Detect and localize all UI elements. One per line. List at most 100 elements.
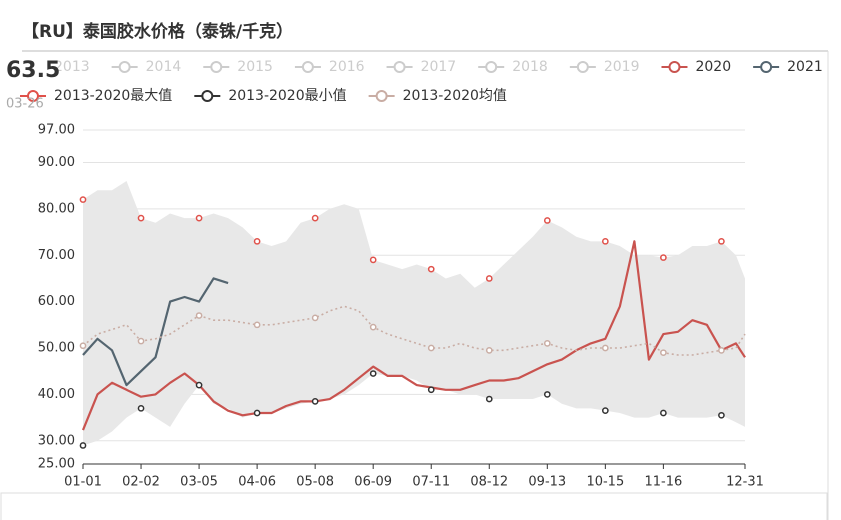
legend-item[interactable]: 2017: [386, 59, 457, 75]
x-tick-label: 12-31: [726, 475, 764, 490]
chart-title: 【RU】泰国胶水价格（泰铢/千克）: [22, 21, 293, 42]
legend-icon-dot: [760, 61, 773, 73]
y-tick-label: 30.00: [38, 433, 75, 448]
series-marker: [427, 344, 435, 352]
legend-item[interactable]: 2015: [203, 59, 273, 75]
series-marker: [543, 391, 551, 398]
legend-label: 2021: [787, 59, 823, 75]
legend-icon-dot: [201, 90, 214, 102]
current-date: 03-26: [6, 97, 44, 112]
series-marker: [79, 196, 87, 203]
series-line: [81, 240, 746, 431]
series-marker: [718, 346, 725, 354]
current-value-bg: [4, 58, 56, 82]
series-marker: [718, 237, 725, 245]
legend-label: 2016: [329, 59, 365, 75]
series-marker: [79, 342, 87, 350]
legend-item[interactable]: 2021: [753, 59, 823, 75]
plot-area: 25.00 30.00 40.00 50.00 60.00 70.00 80.00 90.00…: [38, 123, 764, 490]
legend-icon-dot: [393, 61, 406, 73]
x-tick-label: 04-06: [238, 475, 276, 490]
legend-icon-dot: [375, 90, 388, 102]
series-line: [82, 277, 229, 387]
x-tick-label: 03-05: [180, 475, 218, 490]
legend-icon-dot: [210, 61, 223, 73]
y-tick-label: 80.00: [38, 201, 75, 216]
series-marker: [427, 265, 435, 273]
legend-icon-dot: [485, 61, 498, 73]
x-tick-label: 02-02: [122, 475, 160, 490]
series-marker: [311, 214, 319, 222]
range-band: [83, 181, 745, 446]
series-marker: [718, 411, 725, 419]
series-marker: [485, 395, 493, 403]
series-marker: [601, 237, 609, 245]
legend: 2013 2014 2015 2016 2017 2018 2019 2020 2021 2013…: [20, 59, 823, 104]
y-tick-label: 60.00: [38, 294, 75, 309]
series-marker: [660, 254, 667, 261]
legend-label: 2018: [512, 59, 548, 75]
legend-icon-dot: [576, 61, 589, 73]
series-marker: [137, 214, 145, 222]
x-tick-label: 01-01: [64, 475, 102, 490]
legend-item[interactable]: 2013-2020均值: [368, 88, 507, 104]
y-tick-label: 90.00: [38, 155, 75, 170]
x-tick-label: 07-11: [412, 475, 450, 490]
legend-label: 2013-2020均值: [403, 88, 507, 104]
x-tick-label: 08-12: [470, 475, 508, 490]
current-value: 63.5: [6, 58, 60, 83]
legend-icon-dot: [27, 90, 39, 102]
series-marker: [137, 337, 145, 345]
legend-label: 2020: [695, 59, 731, 75]
legend-label: 2013: [54, 59, 90, 75]
series-marker: [660, 349, 667, 357]
series-marker: [253, 409, 261, 417]
series-marker: [253, 321, 261, 329]
x-tick-label: 10-15: [586, 475, 624, 490]
series-marker: [601, 344, 609, 352]
series-marker: [137, 404, 145, 412]
legend-label: 2013-2020最大值: [54, 88, 172, 104]
series-marker: [601, 407, 609, 415]
legend-item[interactable]: 2016: [294, 59, 365, 75]
y-tick-label: 40.00: [38, 387, 75, 402]
legend-icon-dot: [668, 61, 681, 73]
series-marker: [369, 370, 377, 377]
series-marker: [195, 312, 203, 319]
legend-item[interactable]: 2013-2020最小值: [194, 88, 347, 104]
series-marker: [369, 323, 377, 331]
bottom-panel: [0, 492, 828, 520]
series-marker: [311, 398, 319, 405]
y-tick-label: 97.00: [38, 123, 75, 138]
legend-item[interactable]: 2019: [569, 59, 640, 75]
x-tick-label: 06-09: [354, 475, 392, 490]
series-marker: [369, 256, 377, 264]
y-tick-label: 50.00: [38, 341, 75, 356]
series-marker: [427, 386, 435, 394]
legend-item[interactable]: 2020: [661, 59, 731, 75]
legend-icon-dot: [118, 61, 131, 73]
legend-label: 2013-2020最小值: [228, 88, 346, 104]
series-marker: [660, 409, 667, 417]
series-marker: [79, 442, 87, 449]
legend-label: 2019: [604, 59, 640, 75]
legend-item[interactable]: 2013-2020最大值: [20, 88, 172, 104]
series-marker: [543, 217, 551, 224]
x-tick-label: 05-08: [296, 475, 334, 490]
y-tick-label: 25.00: [38, 457, 75, 472]
legend-label: 2015: [237, 59, 273, 75]
series-marker: [195, 381, 203, 389]
legend-icon-dot: [301, 61, 314, 73]
legend-item[interactable]: 2014: [111, 59, 182, 75]
series-marker: [485, 275, 493, 282]
series-marker: [485, 346, 493, 354]
legend-label: 2017: [421, 59, 457, 75]
legend-item[interactable]: 2018: [478, 59, 548, 75]
x-tick-label: 11-16: [644, 475, 682, 490]
legend-label: 2014: [146, 59, 182, 75]
series-marker: [195, 214, 203, 222]
series-marker: [253, 237, 261, 245]
series-marker: [543, 340, 551, 347]
y-tick-label: 70.00: [38, 248, 75, 263]
